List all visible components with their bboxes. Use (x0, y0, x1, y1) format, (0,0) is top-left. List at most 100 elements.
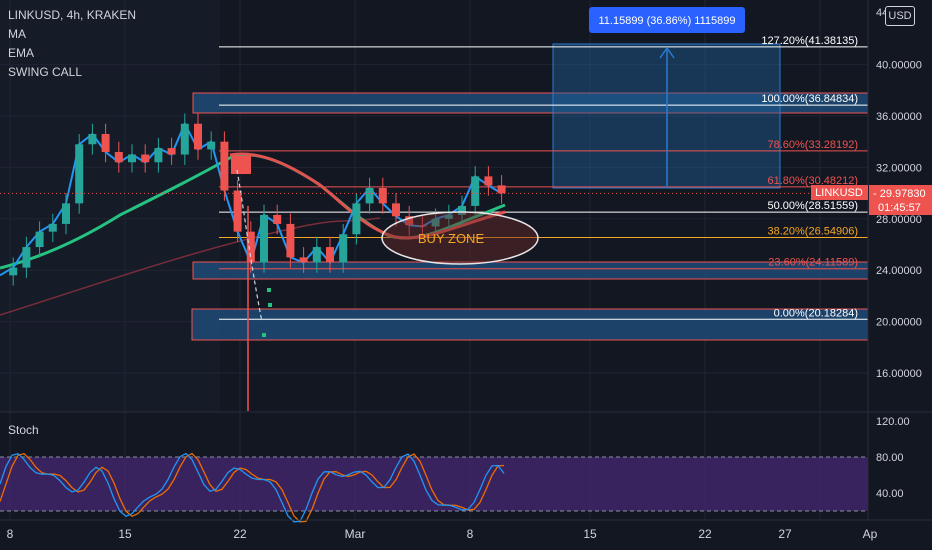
swing-dot (262, 333, 266, 337)
price-tick: 32.00000 (876, 162, 922, 174)
time-tick: 8 (7, 527, 14, 541)
candle (75, 144, 84, 204)
candle (392, 203, 400, 217)
candle (352, 203, 361, 235)
fib-level-label: 23.60%(24.11589) (768, 257, 858, 269)
candle (141, 154, 150, 163)
support-zone-mid (192, 261, 869, 280)
stoch-tick: 40.00 (876, 488, 904, 500)
price-badge-countdown: 01:45:57 (878, 202, 921, 214)
swing-dot (267, 288, 271, 292)
candle (418, 225, 427, 227)
candle (286, 223, 295, 258)
candle (471, 176, 480, 206)
fib-level-label: 78.60%(33.28192) (767, 139, 858, 151)
candle (128, 154, 136, 163)
fib-level-label: 100.00%(36.84834) (761, 93, 858, 105)
candle (9, 267, 18, 276)
time-tick: Ap (863, 527, 878, 541)
stoch-d-line (0, 452, 505, 523)
stoch-tick: 120.00 (876, 416, 910, 428)
measure-label-bg (589, 7, 745, 33)
candle (22, 247, 31, 268)
signal-marker (231, 156, 251, 174)
price-tick: 40.00000 (876, 60, 922, 72)
chart-legend: LINKUSD, 4h, KRAKEN MA EMA SWING CALL (8, 6, 136, 82)
price-tick: 24.00000 (876, 265, 922, 277)
time-tick: 15 (583, 527, 597, 541)
price-tick: 20.00000 (876, 317, 922, 329)
candle (62, 203, 70, 224)
candle (312, 247, 321, 263)
fib-level-label: 38.20%(26.54906) (767, 225, 858, 237)
fibonacci-retracement[interactable]: 127.20%(41.38135) 100.00%(36.84834) 78.60%… (219, 35, 868, 320)
candle (114, 151, 123, 163)
candle (207, 141, 216, 150)
history-shade (0, 0, 220, 412)
indicator-ma[interactable]: MA (8, 27, 26, 41)
ma-long-line (0, 217, 381, 316)
time-tick: Mar (345, 527, 366, 541)
stoch-pane (0, 411, 932, 523)
candle (299, 257, 308, 263)
currency-button[interactable]: USD (885, 6, 915, 26)
candle (88, 133, 97, 145)
candle (101, 133, 110, 152)
candles (0, 113, 506, 411)
candle (405, 216, 414, 226)
candle (180, 123, 189, 155)
symbol-badge-label: LINKUSD (815, 187, 863, 199)
fib-level-label: 127.20%(41.38135) (761, 35, 858, 47)
candle (154, 148, 163, 163)
candle (194, 123, 202, 150)
candle (233, 190, 242, 232)
symbol-title[interactable]: LINKUSD, 4h, KRAKEN (8, 8, 137, 22)
candle (458, 205, 466, 215)
symbol-badge (811, 185, 868, 200)
price-tick: 28.00000 (876, 214, 922, 226)
fib-level-label: 50.00%(28.51559) (767, 200, 858, 212)
candle (444, 214, 453, 219)
candle (220, 141, 229, 191)
stoch-tick: 80.00 (876, 452, 904, 464)
candle (273, 214, 282, 224)
time-tick: 27 (778, 527, 792, 541)
candle (484, 176, 493, 186)
stoch-k-line (0, 452, 505, 523)
stoch-title[interactable]: Stoch (8, 423, 39, 437)
annotations: BUY ZONE 11.15899 (36.86%) 1115899 (231, 7, 745, 337)
swing-dot (268, 303, 272, 307)
time-tick: 8 (467, 527, 474, 541)
candle (260, 214, 268, 263)
candle (48, 223, 57, 232)
fib-level-label: 61.80%(30.48212) (767, 175, 858, 187)
grid (0, 0, 868, 520)
time-tick: 22 (233, 527, 247, 541)
candle (378, 187, 387, 204)
buy-zone-label: BUY ZONE (418, 231, 485, 246)
candle (167, 148, 176, 155)
swing-dashed-line (236, 169, 263, 323)
price-tick: 16.00000 (876, 368, 922, 380)
measure-arrow-head (659, 46, 675, 59)
indicator-ema[interactable]: EMA (8, 46, 35, 60)
candle (326, 247, 334, 263)
candle (431, 218, 440, 227)
candle (365, 187, 374, 204)
candle (339, 234, 348, 263)
time-tick: 22 (698, 527, 712, 541)
time-tick: 15 (118, 527, 132, 541)
candle (497, 185, 506, 194)
fib-level-label: 0.00%(20.18284) (774, 307, 858, 319)
price-tick: 36.00000 (876, 111, 922, 123)
price-badge (869, 185, 932, 215)
measure-label: 11.15899 (36.86%) 1115899 (598, 15, 735, 27)
price-badge-value: - 29.97830 (873, 188, 926, 200)
indicator-swing-call[interactable]: SWING CALL (8, 65, 83, 79)
stoch-band (0, 457, 868, 511)
candle (246, 231, 255, 263)
support-zone-low (191, 308, 869, 341)
buy-zone-ellipse (381, 211, 539, 265)
